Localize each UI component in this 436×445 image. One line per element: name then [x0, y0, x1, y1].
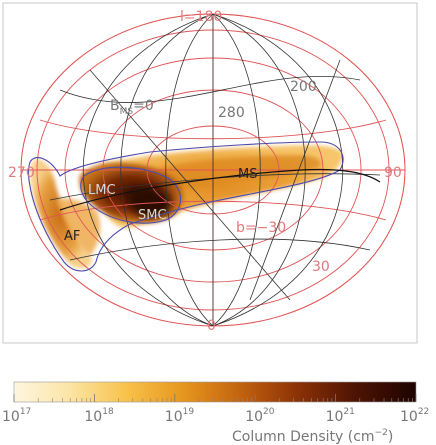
emission-contour: [27, 141, 344, 272]
label-0-bottom: 0: [207, 318, 216, 334]
label-280: 280: [218, 105, 245, 121]
label-af: AF: [64, 229, 80, 244]
plot-frame: [2, 2, 418, 344]
label-30: 30: [312, 259, 330, 275]
colorbar-tick-label: 1017: [2, 407, 31, 425]
label-270: 270: [8, 165, 35, 181]
label-200: 200: [290, 79, 317, 95]
colorbar-tick-label: 1018: [84, 407, 114, 425]
colorbar-tick-label: 1020: [245, 407, 275, 425]
label-lmc: LMC: [88, 183, 116, 198]
label-b-30: b=−30: [236, 220, 286, 236]
colorbar-gradient: [13, 381, 417, 403]
label-ms: MS: [238, 167, 257, 182]
grid-labels: l=180 270 90 b=−30 30 0 280 200 BMS=0: [8, 9, 402, 334]
label-90: 90: [384, 165, 402, 181]
colorbar-label: Column Density (cm−2): [232, 428, 393, 445]
colorbar-tick-label: 1022: [400, 407, 429, 425]
emission-layer: [30, 145, 343, 269]
region-labels: MS LMC SMC AF: [64, 167, 257, 244]
smc-core: [127, 186, 172, 218]
colorbar-ticks: 1017 1018 1019 1020 1021 1022: [2, 394, 429, 425]
colorbar-tick-label: 1019: [165, 407, 195, 425]
colorbar-tick-label: 1021: [326, 407, 355, 425]
ms-track: [59, 168, 381, 211]
label-smc: SMC: [138, 208, 167, 223]
colorbar: 1017 1018 1019 1020 1021 1022 Column Density …: [2, 381, 429, 445]
af-emission: [30, 159, 92, 269]
label-l180: l=180: [180, 9, 222, 25]
label-bms-0: BMS=0: [110, 98, 154, 117]
